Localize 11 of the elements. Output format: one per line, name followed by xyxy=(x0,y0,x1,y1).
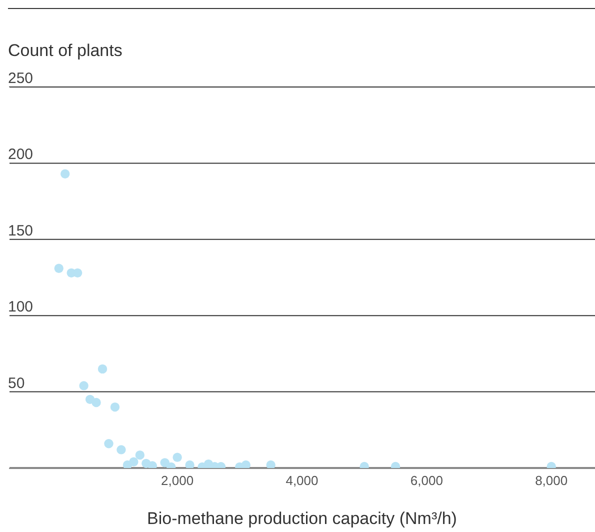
x-tick-label: 2,000 xyxy=(161,473,194,488)
y-tick-label: 200 xyxy=(8,146,34,164)
y-axis-title: Count of plants xyxy=(8,41,122,61)
x-axis-title: Bio-methane production capacity (Nm³/h) xyxy=(147,509,457,528)
x-tick-label: 6,000 xyxy=(410,473,443,488)
y-tick-label: 100 xyxy=(8,298,34,316)
y-tick-label: 150 xyxy=(8,222,34,240)
y-tick-label: 50 xyxy=(8,374,25,392)
y-tick-label: 250 xyxy=(8,70,34,87)
x-tick-label: 4,000 xyxy=(286,473,318,488)
x-tick-label: 8,000 xyxy=(535,473,568,488)
